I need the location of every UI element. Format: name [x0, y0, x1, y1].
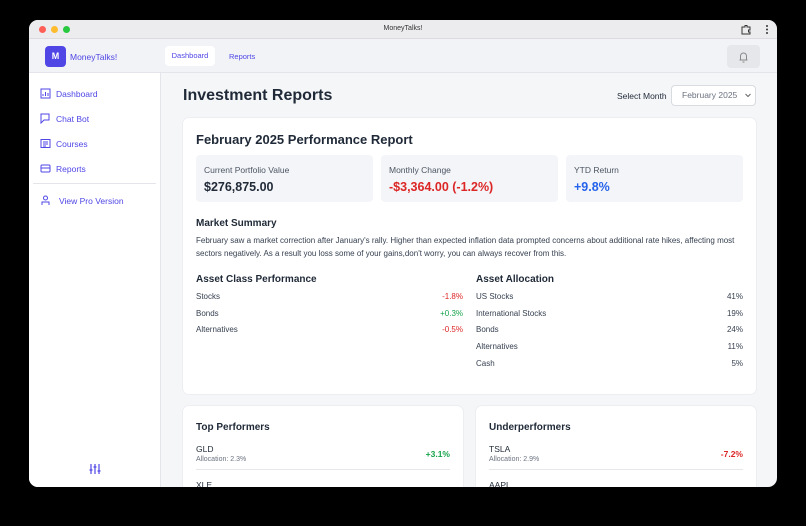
report-title: February 2025 Performance Report: [196, 132, 413, 147]
nav-item[interactable]: Chat Bot: [40, 113, 89, 124]
top-performers-card: Top Performers GLD Allocation: 2.3% +3.1% X…: [183, 406, 463, 487]
nav-item[interactable]: Courses: [40, 138, 88, 149]
row-value: -1.8%: [442, 292, 463, 301]
row-label: US Stocks: [476, 292, 514, 301]
row-value: 41%: [726, 292, 743, 301]
stat-label: Current Portfolio Value: [204, 165, 290, 175]
logo[interactable]: M: [45, 46, 66, 67]
allocation: Allocation: 2.9%: [489, 456, 540, 463]
row-label: International Stocks: [476, 308, 547, 318]
tab[interactable]: Reports: [229, 52, 256, 61]
stat-label: Monthly Change: [389, 165, 451, 175]
row-value: 24%: [726, 325, 743, 335]
window-title: MoneyTalks!: [383, 25, 423, 32]
zoom-button[interactable]: [63, 26, 70, 33]
divider: [33, 183, 156, 184]
section-title: Underperformers: [489, 422, 571, 433]
nav-label: Dashboard: [56, 88, 98, 99]
row-label: Alternatives: [476, 342, 518, 352]
section-title: Top Performers: [196, 422, 270, 433]
stat-value: +9.8%: [574, 180, 610, 194]
underperformers-card: Underperformers TSLA Allocation: 2.9% -7.2…: [476, 406, 756, 487]
ticker: XLE: [196, 480, 213, 487]
close-button[interactable]: [39, 26, 46, 33]
row-value: 19%: [726, 308, 743, 318]
app-name: MoneyTalks!: [70, 52, 118, 62]
change: +3.1%: [425, 449, 450, 459]
row-label: Stocks: [196, 292, 221, 301]
row-value: -0.5%: [442, 325, 463, 335]
ticker: TSLA: [489, 444, 511, 454]
nav-item[interactable]: Reports: [40, 163, 86, 174]
allocation: Allocation: 2.3%: [196, 456, 247, 463]
summary-text: February saw a market correction after J…: [196, 236, 735, 258]
section-title: Market Summary: [196, 218, 277, 229]
minimize-button[interactable]: [51, 26, 58, 33]
row-value: +0.3%: [440, 308, 463, 318]
row-value: 11%: [727, 342, 743, 352]
row-label: Bonds: [196, 308, 219, 318]
divider: [489, 469, 743, 470]
stat-card: YTD Return +9.8%: [566, 155, 743, 202]
extension-icon[interactable]: [740, 24, 751, 35]
nav-label: Chat Bot: [56, 113, 90, 124]
settings-icon[interactable]: [89, 463, 101, 475]
change: -7.2%: [720, 449, 743, 459]
select-label: Select Month: [617, 91, 667, 101]
stat-label: YTD Return: [574, 165, 619, 175]
pro-label: View Pro Version: [59, 195, 124, 206]
month-select[interactable]: February 2025: [671, 85, 756, 106]
stat-value: $276,875.00: [204, 180, 274, 194]
row-value: 5%: [731, 358, 743, 368]
ticker: GLD: [196, 444, 214, 454]
select-value: February 2025: [682, 90, 738, 100]
nav-label: Courses: [56, 138, 88, 149]
divider: [196, 469, 450, 470]
notification-button[interactable]: [727, 45, 760, 68]
nav-label: Reports: [56, 163, 86, 174]
title-bar: MoneyTalks!: [29, 20, 777, 39]
nav-item[interactable]: Dashboard: [40, 88, 98, 99]
page-title: Investment Reports: [183, 87, 333, 104]
pro-link[interactable]: View Pro Version: [40, 195, 124, 206]
stat-card: Monthly Change -$3,364.00 (-1.2%): [381, 155, 558, 202]
row-label: Alternatives: [196, 325, 238, 335]
ticker: AAPL: [489, 480, 511, 487]
header: M MoneyTalks! Dashboard Reports: [29, 39, 777, 73]
menu-icon[interactable]: [764, 24, 770, 35]
stat-card: Current Portfolio Value $276,875.00: [196, 155, 373, 202]
stat-value: -$3,364.00 (-1.2%): [389, 180, 494, 194]
sidebar: Dashboard Chat Bot Courses Reports View …: [29, 73, 161, 487]
section-title: Asset Allocation: [476, 274, 554, 285]
row-label: Bonds: [476, 325, 499, 335]
report-card: February 2025 Performance Report Current…: [183, 118, 756, 394]
section-title: Asset Class Performance: [196, 274, 317, 285]
app-window: MoneyTalks! M MoneyTalks! Dashboard Repo…: [29, 20, 777, 487]
tab[interactable]: Dashboard: [165, 46, 215, 66]
row-label: Cash: [476, 358, 495, 368]
